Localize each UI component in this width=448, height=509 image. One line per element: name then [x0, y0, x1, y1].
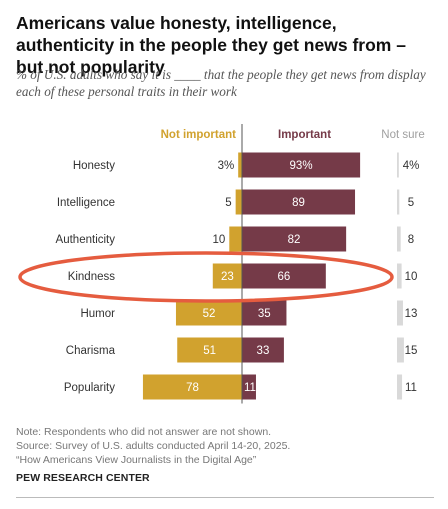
legend-not-important: Not important — [161, 129, 237, 141]
data-label-not-sure: 15 — [405, 345, 418, 357]
legend-important: Important — [278, 129, 331, 141]
bar-not-important — [212, 263, 242, 289]
chart-title: Americans value honesty, intelligence, a… — [16, 13, 406, 77]
category-label: Honesty — [73, 160, 115, 172]
bar-not-important — [235, 189, 242, 215]
bar-not-important — [238, 152, 242, 178]
data-label-important: 66 — [278, 271, 291, 283]
bar-not-sure — [397, 374, 403, 400]
bar-not-sure — [397, 152, 399, 178]
highlight-ellipse — [18, 251, 394, 303]
data-label-not-sure: 11 — [405, 382, 417, 394]
bar-not-sure — [397, 189, 400, 215]
bar-important — [242, 189, 356, 215]
data-label-important: 33 — [257, 345, 270, 357]
data-label-not-important: 5 — [225, 197, 231, 209]
bar-important — [242, 152, 361, 178]
bar-important — [242, 374, 256, 400]
data-label-important: 93% — [290, 160, 313, 172]
category-label: Humor — [80, 308, 115, 320]
report-text: “How Americans View Journalists in the D… — [16, 454, 257, 466]
data-label-important: 11 — [244, 382, 256, 394]
chart-notes: Note: Respondents who did not answer are… — [16, 425, 436, 467]
data-label-not-important: 52 — [203, 308, 216, 320]
data-label-not-sure: 4% — [403, 160, 420, 172]
data-label-not-important: 78 — [186, 382, 199, 394]
source-text: Source: Survey of U.S. adults conducted … — [16, 440, 291, 452]
data-label-not-important: 10 — [213, 234, 226, 246]
data-label-not-important: 23 — [221, 271, 234, 283]
category-label: Popularity — [64, 382, 115, 394]
bar-not-important — [142, 374, 242, 400]
bar-important — [242, 300, 287, 326]
chart-subtitle: % of U.S. adults who say it is ____ that… — [16, 67, 426, 99]
bar-important — [242, 263, 326, 289]
bar-not-sure — [397, 300, 403, 326]
bar-not-sure — [397, 337, 404, 363]
bar-not-important — [177, 337, 242, 363]
category-label: Charisma — [66, 345, 116, 357]
data-label-important: 35 — [258, 308, 271, 320]
data-label-not-important: 3% — [218, 160, 235, 172]
bar-important — [242, 337, 284, 363]
diverging-bar-chart: Not important Important Not sure Honesty 3% 9… — [18, 124, 425, 404]
organization-name: PEW RESEARCH CENTER — [16, 472, 150, 484]
data-label-important: 89 — [292, 197, 305, 209]
bar-important — [242, 226, 347, 252]
bottom-rule — [16, 497, 434, 498]
bar-not-important — [229, 226, 242, 252]
data-label-not-sure: 5 — [408, 197, 414, 209]
legend-not-sure: Not sure — [381, 129, 424, 141]
note-text: Note: Respondents who did not answer are… — [16, 426, 272, 438]
bar-not-sure — [397, 226, 401, 252]
category-label: Kindness — [68, 271, 116, 283]
category-label: Authenticity — [56, 234, 116, 246]
data-label-not-sure: 13 — [405, 308, 418, 320]
data-label-not-sure: 8 — [408, 234, 414, 246]
category-label: Intelligence — [57, 197, 115, 209]
bar-not-sure — [397, 263, 402, 289]
data-label-not-important: 51 — [203, 345, 216, 357]
bar-not-important — [175, 300, 242, 326]
data-label-not-sure: 10 — [405, 271, 418, 283]
data-label-important: 82 — [288, 234, 301, 246]
